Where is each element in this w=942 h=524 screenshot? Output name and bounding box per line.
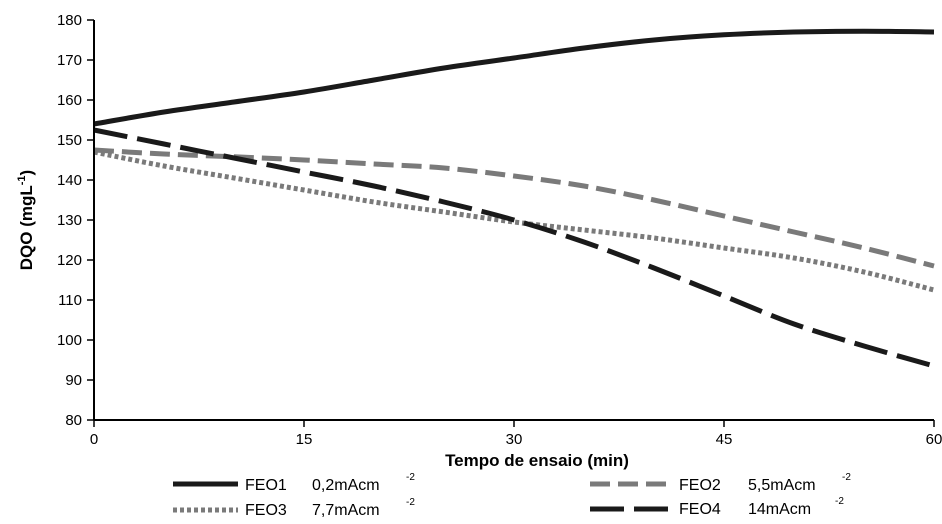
y-tick-label: 150 <box>57 132 82 149</box>
legend-label-feo2: FEO2 <box>679 477 721 494</box>
y-axis-title: DQO (mgL-1) <box>16 170 36 270</box>
legend-label-feo3: FEO3 <box>245 502 287 519</box>
x-tick-label: 60 <box>926 431 942 448</box>
y-tick-label: 110 <box>58 292 82 309</box>
y-tick-label: 140 <box>57 172 82 189</box>
legend-label-feo1: FEO1 <box>245 477 287 494</box>
y-axis-title-superscript: -1 <box>16 175 28 185</box>
series-layer <box>93 28 935 369</box>
legend-value-feo4: 14mAcm <box>748 501 811 518</box>
y-tick-label: 80 <box>65 412 82 429</box>
legend-sup-feo2: -2 <box>842 472 851 483</box>
y-tick-label: 170 <box>57 52 82 69</box>
series-line-feo3 <box>93 149 935 293</box>
legend-label-feo4: FEO4 <box>679 501 721 518</box>
y-tick-label: 90 <box>65 372 82 389</box>
legend-value-feo3: 7,7mAcm <box>312 502 380 519</box>
legend-value-feo1: 0,2mAcm <box>312 477 380 494</box>
legend-item-feo2: FEO2 5,5mAcm -2 <box>590 472 851 494</box>
x-tick-label: 30 <box>506 431 523 448</box>
legend-sup-feo4: -2 <box>835 496 844 507</box>
ticks: 80 90 100 110 120 130 140 150 160 170 180 0 15 30 45 60 <box>57 12 942 448</box>
x-axis-title: Tempo de ensaio (min) <box>445 451 629 470</box>
y-tick-label: 120 <box>57 252 82 269</box>
legend-sup-feo3: -2 <box>406 497 415 508</box>
y-tick-label: 130 <box>57 212 82 229</box>
series-line-feo1 <box>93 28 935 127</box>
legend-item-feo4: FEO4 14mAcm -2 <box>590 496 844 518</box>
y-axis-title-close: ) <box>17 170 36 176</box>
x-tick-label: 0 <box>90 431 98 448</box>
legend: FEO1 0,2mAcm -2 FEO3 7,7mAcm -2 FEO2 5,5… <box>173 472 851 519</box>
y-tick-label: 160 <box>57 92 82 109</box>
series-line-feo4 <box>93 127 935 369</box>
legend-sup-feo1: -2 <box>406 472 415 483</box>
y-tick-label: 100 <box>57 332 82 349</box>
y-tick-label: 180 <box>57 12 82 29</box>
legend-value-feo2: 5,5mAcm <box>748 477 816 494</box>
series-line-feo2 <box>93 147 935 269</box>
y-axis-title-main: DQO (mgL <box>17 185 36 270</box>
legend-item-feo1: FEO1 0,2mAcm -2 <box>173 472 415 494</box>
x-tick-label: 15 <box>296 431 313 448</box>
x-tick-label: 45 <box>716 431 733 448</box>
legend-item-feo3: FEO3 7,7mAcm -2 <box>173 497 415 519</box>
